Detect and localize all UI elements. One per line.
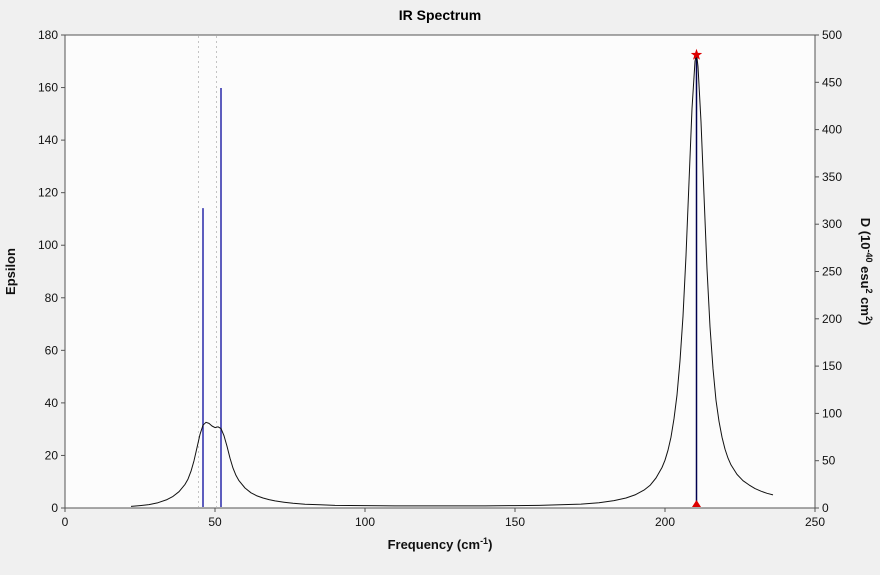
right-y-tick-label: 0 [822,501,829,515]
left-y-tick-label: 160 [38,81,58,95]
selected-peak-star-icon[interactable] [690,48,703,60]
right-y-tick-label: 250 [822,265,842,279]
x-tick-label: 200 [655,515,675,529]
right-y-tick-label: 400 [822,123,842,137]
left-y-tick-label: 40 [45,396,59,410]
left-y-tick-label: 100 [38,238,58,252]
x-tick-label: 0 [62,515,69,529]
x-tick-label: 50 [208,515,222,529]
plot-background [65,35,815,508]
x-tick-label: 250 [805,515,825,529]
right-y-tick-label: 300 [822,217,842,231]
right-y-tick-label: 200 [822,312,842,326]
left-y-tick-label: 80 [45,291,59,305]
left-y-tick-label: 20 [45,448,59,462]
spectrum-curve [130,52,774,507]
left-y-tick-label: 140 [38,133,58,147]
selected-peak-triangle-icon[interactable] [692,500,701,507]
x-tick-label: 100 [355,515,375,529]
right-y-axis-label: D (10-40 esu2 cm2) [858,218,874,326]
right-y-tick-label: 100 [822,406,842,420]
left-y-axis-label: Epsilon [3,248,18,295]
chart-title: IR Spectrum [398,7,482,23]
left-y-tick-label: 180 [38,28,58,42]
left-y-tick-label: 0 [51,501,58,515]
right-y-tick-label: 500 [822,28,842,42]
axis-ticks: 0 50 100 150 200 2500204060801001201401601800… [38,28,842,529]
right-y-tick-label: 150 [822,359,842,373]
x-axis-label: Frequency (cm-1) [388,536,493,552]
x-tick-label: 150 [505,515,525,529]
right-y-tick-label: 450 [822,75,842,89]
left-y-tick-label: 60 [45,343,59,357]
right-y-tick-label: 50 [822,454,836,468]
left-y-tick-label: 120 [38,186,58,200]
right-y-tick-label: 350 [822,170,842,184]
